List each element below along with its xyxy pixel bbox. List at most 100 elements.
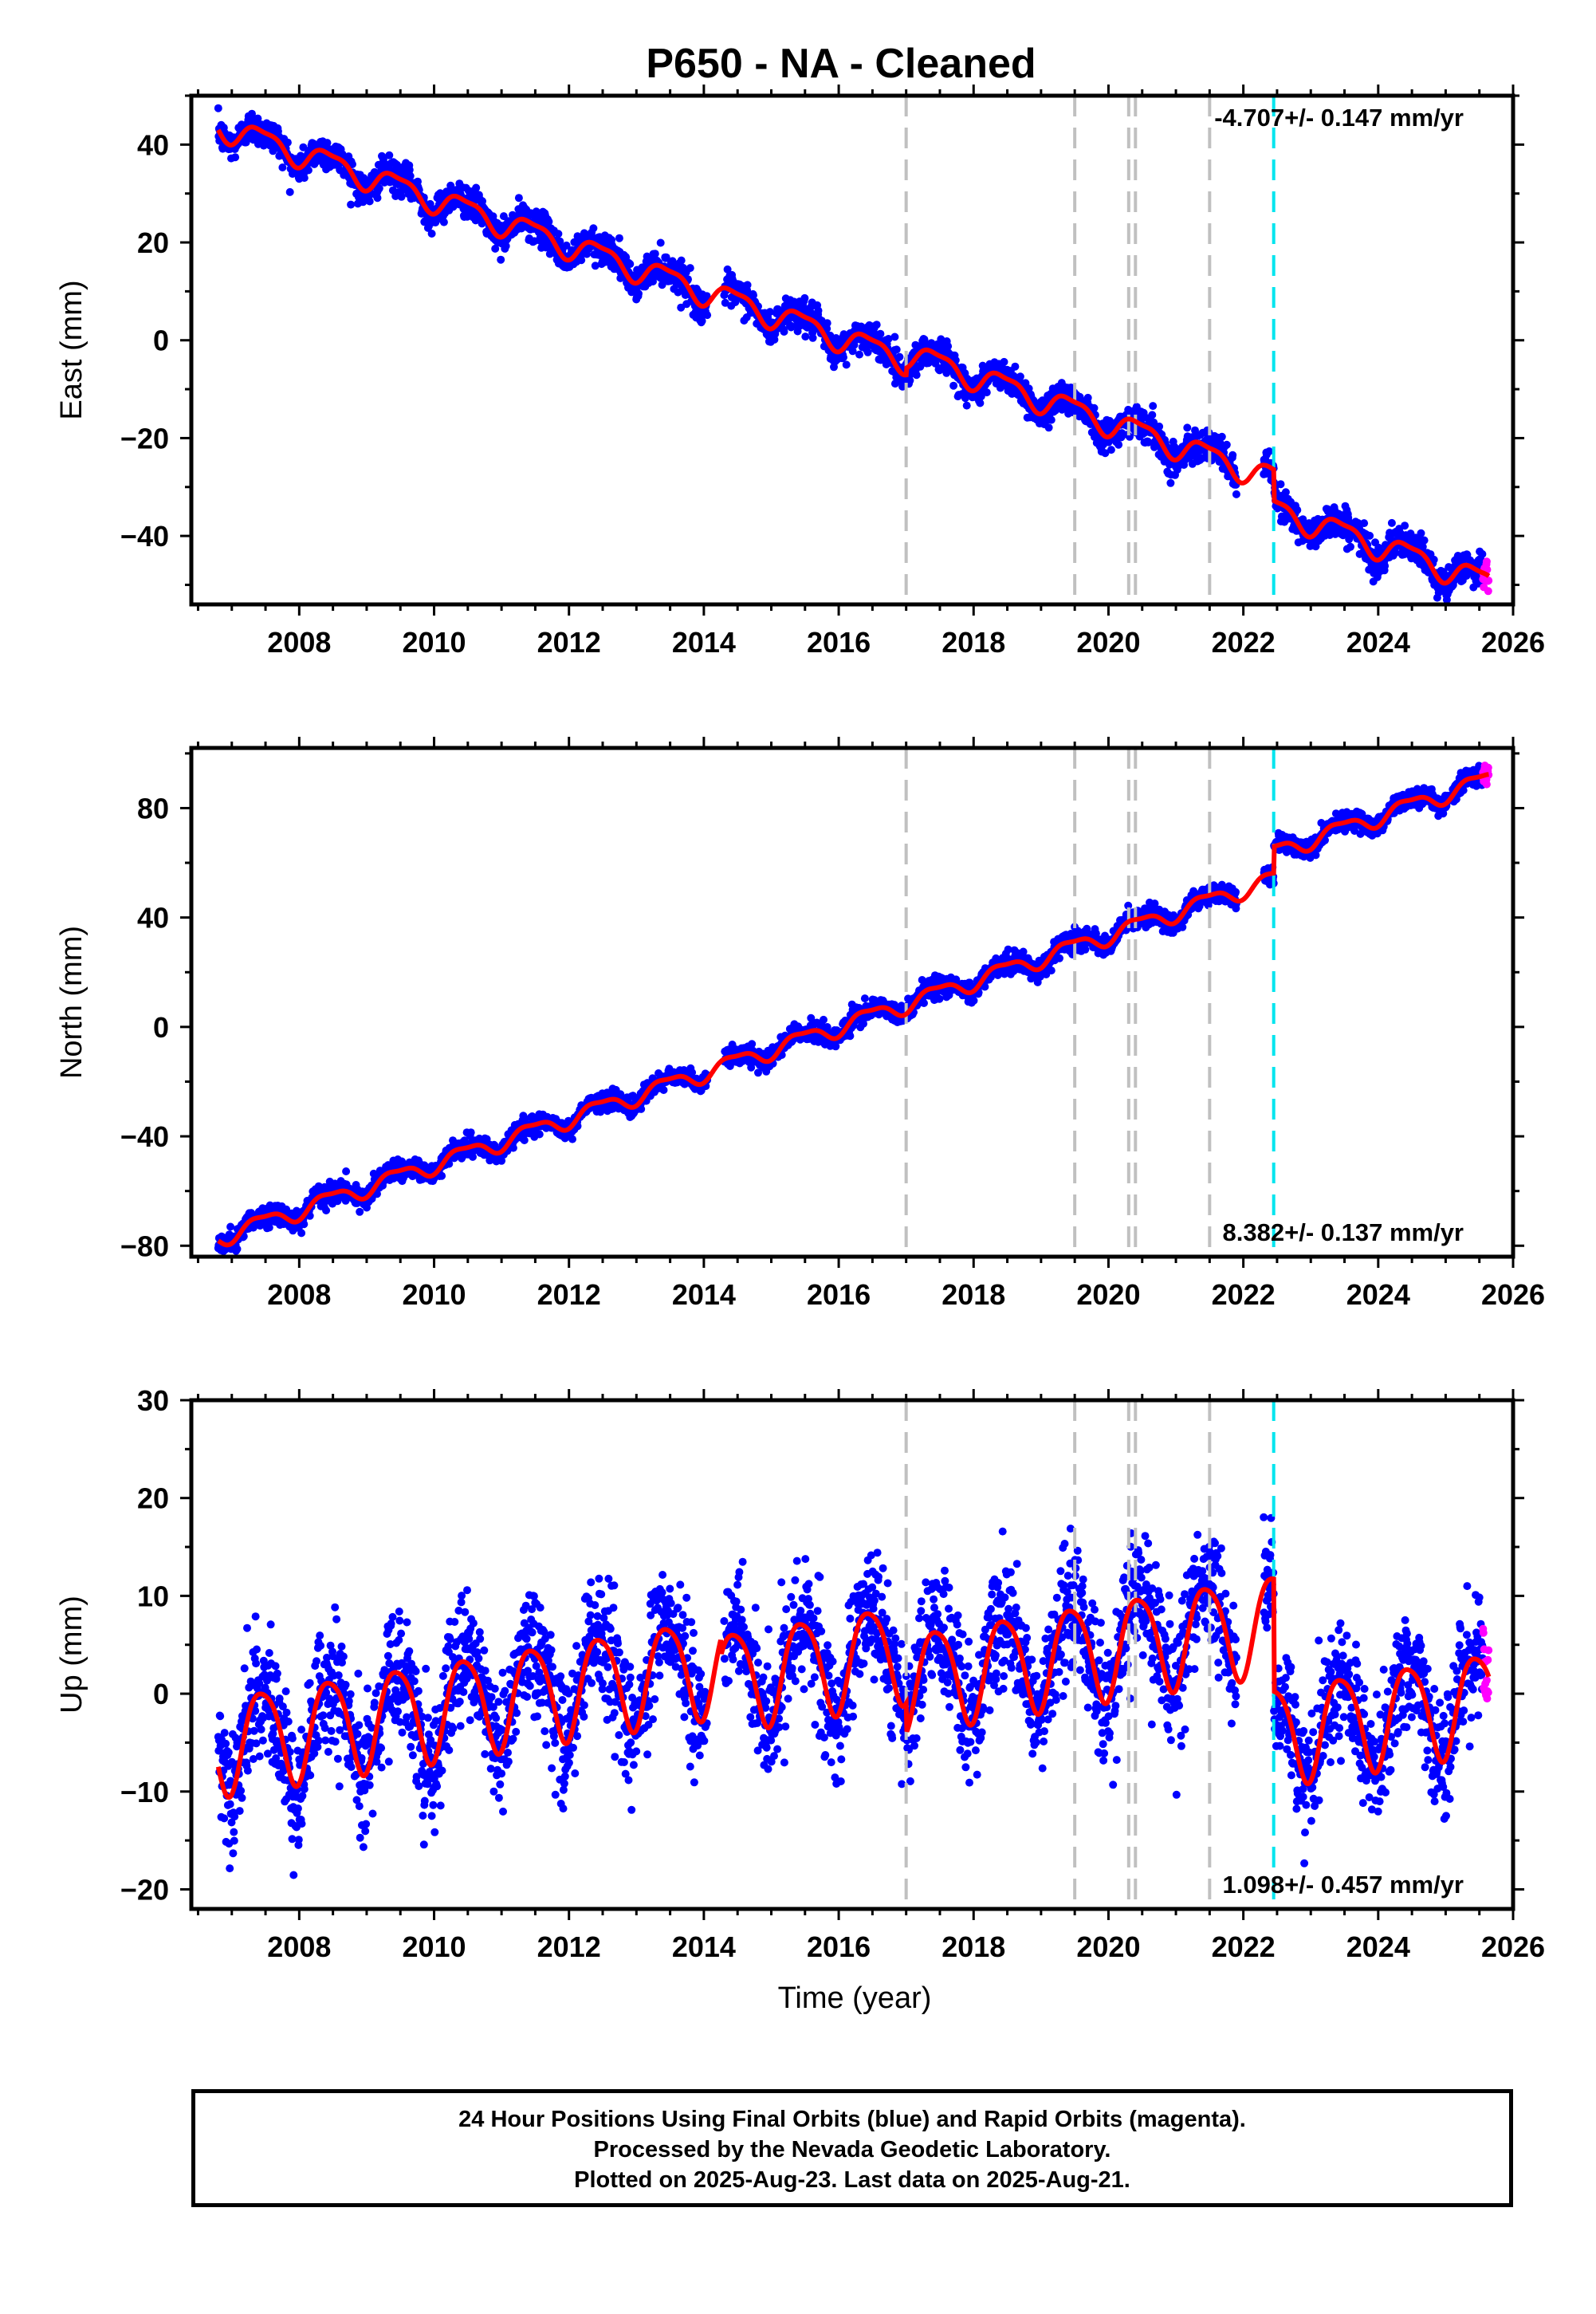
- final-orbit-point: [912, 371, 921, 380]
- final-orbit-point: [1114, 440, 1123, 449]
- final-orbit-point: [1011, 362, 1020, 371]
- final-orbit-point: [1166, 478, 1175, 487]
- final-orbit-point: [686, 264, 694, 273]
- final-orbit-point: [356, 1207, 364, 1216]
- rapid-orbit-point: [1482, 557, 1491, 566]
- final-orbit-point: [814, 306, 823, 315]
- final-orbit-point: [365, 197, 374, 206]
- final-orbit-point: [231, 153, 240, 162]
- x-tick-label: 2018: [941, 626, 1005, 659]
- final-orbit-point: [591, 262, 599, 270]
- final-orbit-point: [1051, 406, 1059, 415]
- final-orbit-point: [278, 163, 287, 171]
- final-orbit-point: [855, 350, 863, 359]
- final-orbit-point: [554, 230, 563, 238]
- final-orbit-point: [1417, 529, 1425, 537]
- final-orbit-point: [1217, 432, 1226, 441]
- final-orbit-point: [427, 230, 436, 238]
- final-orbit-point: [233, 1245, 242, 1253]
- final-orbit-point: [1148, 411, 1157, 419]
- final-orbit-point: [406, 171, 415, 180]
- final-orbit-point: [1101, 449, 1110, 458]
- final-orbit-point: [677, 256, 686, 265]
- final-orbit-point: [1044, 423, 1053, 432]
- final-orbit-point: [577, 256, 586, 265]
- east-panel: 2008 2010 2012 2014 2016 2018 2020 2022 2024 2026…: [55, 85, 1545, 659]
- final-orbit-point: [1083, 393, 1092, 402]
- final-orbit-point: [743, 281, 752, 289]
- final-orbit-point: [226, 1222, 235, 1231]
- x-tick-label: 2010: [402, 626, 466, 659]
- final-orbit-point: [491, 244, 500, 253]
- final-orbit-point: [497, 255, 505, 264]
- final-orbit-point: [1387, 518, 1396, 527]
- final-orbit-point: [635, 289, 643, 298]
- final-orbit-point: [872, 321, 881, 329]
- final-orbit-point: [1381, 561, 1390, 570]
- final-orbit-point: [535, 1130, 544, 1139]
- final-orbit-point: [721, 298, 729, 307]
- final-orbit-point: [283, 138, 292, 147]
- final-orbit-point: [214, 104, 222, 112]
- east-rate-label: -4.707+/- 0.147 mm/yr: [1214, 104, 1464, 132]
- final-orbit-point: [385, 151, 394, 159]
- final-orbit-point: [323, 139, 332, 148]
- final-orbit-point: [439, 218, 448, 226]
- x-tick-label: 2014: [672, 626, 736, 659]
- final-orbit-point: [765, 308, 774, 317]
- figure-title: P650 - NA - Cleaned: [646, 41, 1036, 87]
- final-orbit-point: [749, 291, 757, 300]
- final-orbit-point: [848, 347, 857, 356]
- final-orbit-point: [342, 1167, 351, 1175]
- final-orbit-point: [1478, 549, 1487, 558]
- final-orbit-point: [1265, 447, 1274, 455]
- final-orbit-point: [892, 345, 901, 354]
- north-panel: 2008 2010 2012 2014 2016 2018 2020 2022 2024 2026…: [55, 737, 1545, 1311]
- final-orbit-point: [890, 333, 899, 341]
- final-orbit-point: [1090, 403, 1099, 412]
- rapid-orbit-point: [1484, 577, 1493, 585]
- final-orbit-point: [1401, 521, 1409, 530]
- final-orbit-point: [842, 360, 851, 369]
- y-tick-label: −20: [120, 422, 169, 455]
- final-orbit-point: [982, 388, 991, 397]
- final-orbit-point: [472, 183, 481, 192]
- final-orbit-point: [659, 1086, 668, 1094]
- final-orbit-point: [1232, 490, 1240, 498]
- final-orbit-point: [651, 250, 659, 258]
- final-orbit-point: [884, 335, 893, 343]
- final-orbit-point: [1420, 536, 1429, 545]
- final-orbit-point: [304, 166, 313, 175]
- final-orbit-point: [962, 401, 971, 410]
- y-tick-label: 0: [153, 325, 169, 357]
- final-orbit-point: [944, 342, 953, 351]
- final-orbit-point: [1360, 519, 1369, 528]
- final-orbit-point: [568, 1135, 576, 1143]
- final-orbit-point: [556, 237, 564, 246]
- final-orbit-point: [297, 1229, 306, 1238]
- final-orbit-point: [1228, 451, 1237, 459]
- final-orbit-point: [1222, 440, 1231, 449]
- final-orbit-point: [501, 242, 510, 250]
- final-orbit-point: [808, 333, 817, 342]
- final-orbit-point: [731, 298, 740, 306]
- final-orbit-point: [466, 1128, 475, 1137]
- final-orbit-point: [1000, 357, 1008, 366]
- final-orbit-point: [1047, 415, 1055, 424]
- final-orbit-point: [780, 328, 788, 336]
- final-orbit-point: [703, 311, 712, 320]
- final-orbit-point: [1149, 402, 1158, 411]
- final-orbit-point: [863, 348, 872, 356]
- y-tick-label: 40: [137, 128, 169, 161]
- final-orbit-point: [723, 265, 732, 274]
- final-orbit-point: [976, 399, 985, 407]
- final-orbit-point: [562, 241, 571, 250]
- x-tick-label: 2008: [267, 626, 331, 659]
- final-orbit-point: [1276, 480, 1285, 489]
- x-tick-label: 2024: [1346, 626, 1410, 659]
- final-orbit-point: [823, 319, 831, 328]
- x-tick-label: 2012: [537, 626, 601, 659]
- final-orbit-point: [1346, 542, 1354, 551]
- final-orbit-point: [1183, 423, 1192, 432]
